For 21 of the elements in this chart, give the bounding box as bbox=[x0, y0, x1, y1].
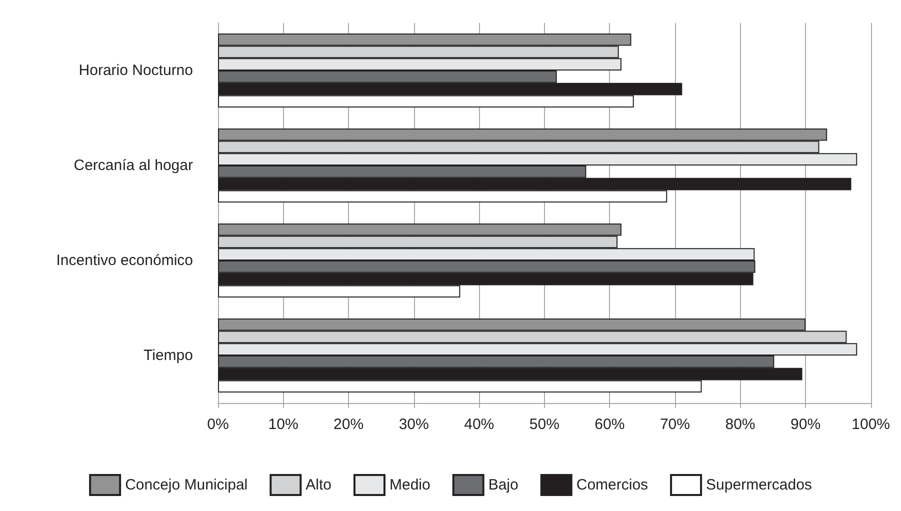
y-tick-label: Horario Nocturno bbox=[78, 62, 193, 79]
legend-label: Concejo Municipal bbox=[125, 476, 248, 494]
x-tick-label: 100% bbox=[852, 416, 890, 433]
y-tick-label: Tiempo bbox=[144, 347, 193, 364]
legend-label: Bajo bbox=[488, 476, 518, 494]
legend-label: Comercios bbox=[576, 476, 648, 494]
x-tick-label: 60% bbox=[594, 416, 625, 433]
legend-label: Alto bbox=[306, 476, 332, 494]
x-tick-label: 50% bbox=[529, 416, 560, 433]
x-tick-label: 0% bbox=[207, 416, 229, 433]
x-tick-label: 90% bbox=[790, 416, 821, 433]
legend-label: Supermercados bbox=[706, 476, 812, 494]
y-tick-label: Incentivo económico bbox=[56, 252, 193, 269]
x-tick-label: 30% bbox=[398, 416, 429, 433]
x-tick-label: 40% bbox=[464, 416, 494, 433]
x-tick-label: 10% bbox=[268, 416, 298, 433]
legend-label: Medio bbox=[389, 476, 430, 494]
x-tick-label: 80% bbox=[725, 416, 756, 433]
x-tick-label: 70% bbox=[660, 416, 690, 433]
y-tick-label: Cercanía al hogar bbox=[74, 157, 193, 174]
x-tick-label: 20% bbox=[334, 416, 364, 433]
